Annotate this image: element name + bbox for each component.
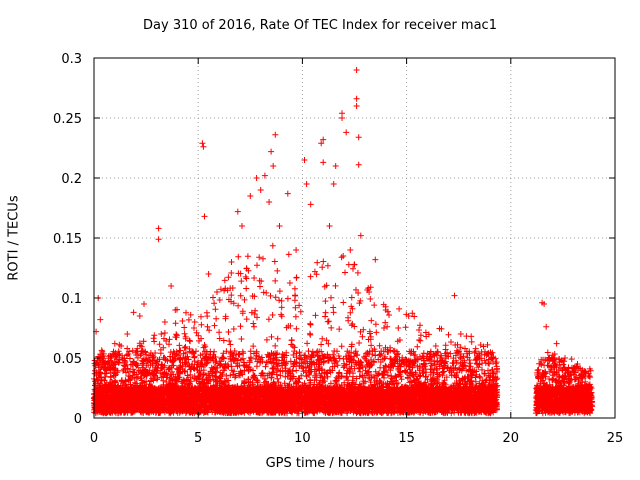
data-point-51 <box>343 129 350 136</box>
data-point-33 <box>268 148 275 155</box>
data-point-57 <box>355 134 362 141</box>
data-point-11 <box>145 355 152 361</box>
x-axis-label: GPS time / hours <box>265 456 375 471</box>
data-point-76 <box>562 355 568 361</box>
x-tick-label-2: 10 <box>294 431 311 446</box>
data-point-43 <box>318 140 325 147</box>
data-point-56 <box>353 103 360 109</box>
data-point-24 <box>222 285 229 292</box>
data-point-18 <box>191 325 197 331</box>
data-point-37 <box>284 190 291 197</box>
data-point-22 <box>205 271 212 277</box>
x-tick-label-3: 15 <box>398 431 415 446</box>
data-point-17 <box>182 335 189 342</box>
data-point-5 <box>111 340 118 347</box>
data-point-7 <box>124 331 131 337</box>
data-point-52 <box>347 247 354 253</box>
data-point-78 <box>582 373 589 379</box>
data-point-2 <box>97 316 104 323</box>
data-point-73 <box>541 301 548 307</box>
data-point-39 <box>301 157 308 163</box>
data-point-38 <box>293 247 300 253</box>
y-tick-label-6: 0.3 <box>61 52 82 67</box>
data-point-77 <box>574 361 581 367</box>
x-tick-label-4: 20 <box>503 431 520 446</box>
data-point-69 <box>468 333 475 340</box>
x-tick-label-0: 0 <box>90 431 98 446</box>
axis-ticks: 0 5 10 15 20 25 0 0.05 0.1 0.15 0.2 0.25 0.3 <box>53 52 623 446</box>
data-point-46 <box>326 223 333 229</box>
data-point-23 <box>214 289 220 295</box>
data-point-47 <box>330 181 337 187</box>
data-point-13 <box>155 236 162 243</box>
data-point-10 <box>141 301 147 307</box>
chart-title: Day 310 of 2016, Rate Of TEC Index for r… <box>143 18 497 33</box>
x-tick-label-1: 5 <box>194 431 202 446</box>
y-tick-label-0: 0 <box>74 412 82 427</box>
data-point-35 <box>272 131 279 138</box>
data-point-28 <box>247 193 254 199</box>
data-point-74 <box>543 323 550 330</box>
data-point-36 <box>276 223 283 229</box>
data-point-4 <box>107 355 114 361</box>
data-point-16 <box>172 307 179 313</box>
data-point-30 <box>257 187 264 193</box>
data-point-64 <box>405 313 412 319</box>
data-point-31 <box>261 172 268 179</box>
y-tick-label-1: 0.05 <box>53 352 82 367</box>
data-point-41 <box>307 201 314 208</box>
data-point-55 <box>353 95 360 102</box>
y-tick-label-2: 0.1 <box>61 292 82 307</box>
data-point-45 <box>320 159 327 166</box>
data-point-44 <box>320 136 327 143</box>
data-point-9 <box>136 313 143 319</box>
y-tick-label-5: 0.25 <box>53 112 82 127</box>
data-point-27 <box>239 223 245 229</box>
data-point-21 <box>201 213 208 220</box>
data-point-14 <box>161 319 168 325</box>
data-point-12 <box>155 225 162 232</box>
data-point-62 <box>382 307 389 313</box>
data-point-61 <box>372 256 379 263</box>
data-point-66 <box>432 343 439 349</box>
data-point-48 <box>332 163 339 169</box>
data-point-26 <box>234 208 241 215</box>
data-point-63 <box>395 325 402 331</box>
data-point-54 <box>353 67 360 73</box>
y-tick-label-4: 0.2 <box>61 172 82 187</box>
data-point-50 <box>339 115 345 121</box>
data-point-70 <box>478 349 485 355</box>
data-point-32 <box>266 199 273 205</box>
data-point-15 <box>168 283 175 289</box>
data-points <box>91 67 596 417</box>
data-point-75 <box>553 340 560 347</box>
data-point-34 <box>270 163 277 169</box>
x-tick-label-5: 25 <box>607 431 624 446</box>
data-point-40 <box>303 181 310 187</box>
data-point-53 <box>351 261 358 268</box>
data-point-59 <box>357 232 364 239</box>
data-point-25 <box>228 259 235 265</box>
data-point-71 <box>489 355 495 361</box>
data-point-60 <box>366 289 373 295</box>
data-point-29 <box>253 175 260 181</box>
data-point-65 <box>416 337 423 343</box>
data-point-58 <box>355 161 362 168</box>
y-tick-label-3: 0.15 <box>53 232 82 247</box>
dense-band-markers <box>91 242 596 417</box>
data-point-68 <box>457 331 464 337</box>
data-point-20 <box>200 143 207 150</box>
data-point-6 <box>118 343 125 349</box>
data-point-19 <box>199 140 206 147</box>
data-point-3 <box>101 361 108 367</box>
data-point-8 <box>130 309 137 316</box>
data-point-42 <box>311 268 318 275</box>
data-point-67 <box>451 292 458 299</box>
